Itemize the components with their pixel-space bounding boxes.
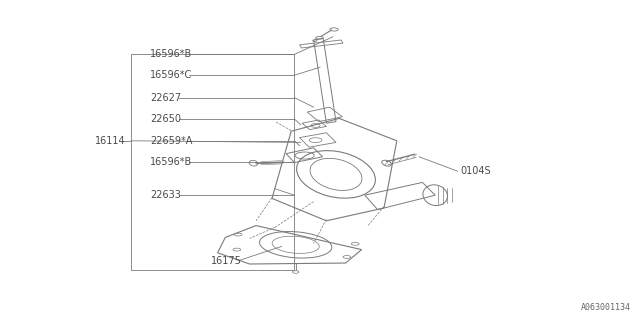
Text: 16114: 16114 (95, 136, 125, 146)
Text: 16175: 16175 (211, 256, 242, 266)
Text: 22650: 22650 (150, 114, 181, 124)
Text: 22627: 22627 (150, 92, 182, 103)
Text: 0104S: 0104S (461, 166, 492, 176)
Text: 22659*A: 22659*A (150, 136, 193, 146)
Text: 22633: 22633 (150, 190, 181, 200)
Text: 16596*B: 16596*B (150, 157, 193, 167)
Text: 16596*B: 16596*B (150, 49, 193, 60)
Text: A063001134: A063001134 (580, 303, 630, 312)
Text: 16596*C: 16596*C (150, 70, 193, 80)
